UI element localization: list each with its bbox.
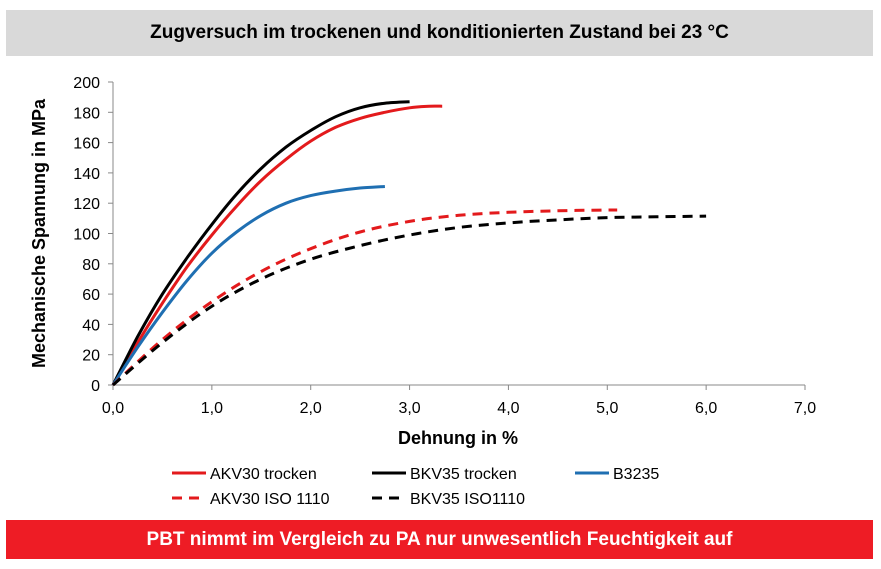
legend-label-5: BKV35 ISO1110: [410, 491, 525, 508]
x-tick-label: 3,0: [398, 400, 420, 417]
series-line-5: [112, 214, 707, 387]
series-line-1: [111, 104, 443, 386]
x-axis-label: Dehnung in %: [398, 428, 518, 448]
y-tick-label: 20: [82, 348, 100, 365]
y-tick-label: 160: [73, 136, 100, 153]
y-tick-label: 200: [73, 75, 100, 92]
chart-title-bar: Zugversuch im trockenen und konditionier…: [6, 10, 873, 56]
series-line-2: [111, 100, 410, 386]
footer-text: PBT nimmt im Vergleich zu PA nur unwesen…: [146, 528, 733, 550]
y-tick-label: 40: [82, 317, 100, 334]
series-line-3: [111, 185, 386, 386]
y-axis-label: Mechanische Spannung in MPa: [29, 98, 49, 368]
y-tick-label: 80: [82, 257, 100, 274]
legend-label-2: BKV35 trocken: [410, 466, 517, 483]
x-tick-label: 2,0: [300, 400, 322, 417]
chart-title: Zugversuch im trockenen und konditionier…: [150, 22, 729, 43]
x-tick-label: 6,0: [695, 400, 717, 417]
x-tick-label: 7,0: [794, 400, 816, 417]
series-line-4: [111, 208, 618, 387]
y-tick-label: 120: [73, 196, 100, 213]
x-tick-label: 4,0: [497, 400, 519, 417]
y-tick-label: 100: [73, 227, 100, 244]
x-tick-label: 1,0: [201, 400, 223, 417]
y-tick-label: 60: [82, 287, 100, 304]
legend-label-3: B3235: [613, 466, 659, 483]
x-tick-label: 0,0: [102, 400, 124, 417]
y-tick-label: 0: [91, 378, 100, 395]
x-tick-label: 5,0: [596, 400, 618, 417]
legend-label-4: AKV30 ISO 1110: [210, 491, 330, 508]
y-tick-label: 140: [73, 166, 100, 183]
y-tick-label: 180: [73, 105, 100, 122]
legend-label-1: AKV30 trocken: [210, 466, 317, 483]
footer-banner: PBT nimmt im Vergleich zu PA nur unwesen…: [6, 520, 873, 559]
